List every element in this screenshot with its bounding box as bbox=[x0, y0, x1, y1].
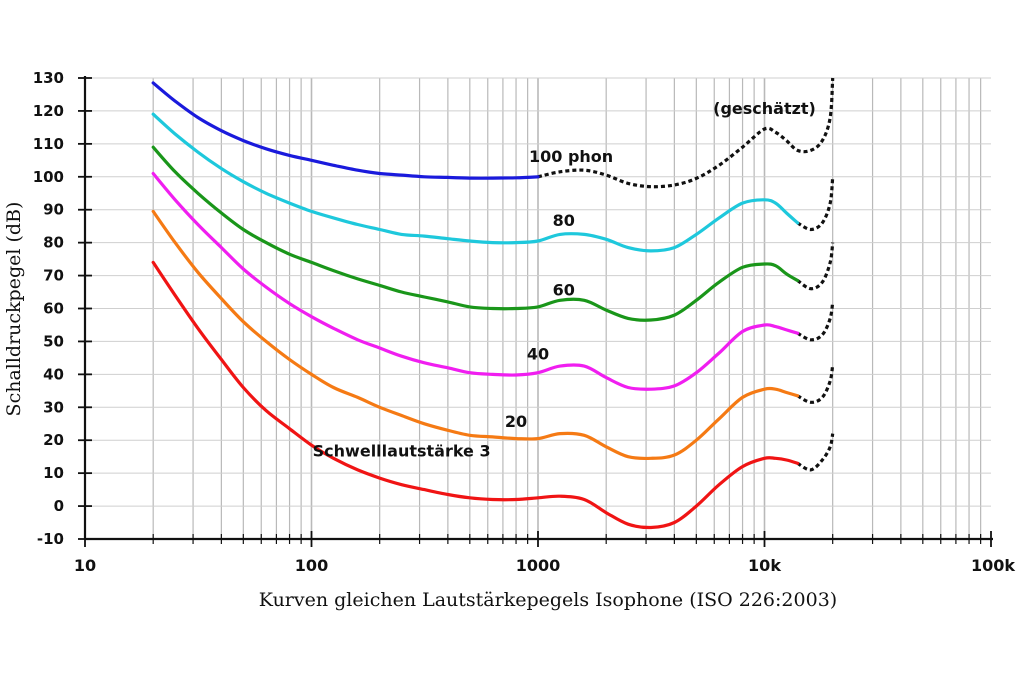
series-estimated-line-4 bbox=[796, 364, 835, 404]
y-tick-label: 10 bbox=[43, 464, 64, 482]
y-tick-label: 100 bbox=[33, 168, 64, 186]
x-tick-label: 100k bbox=[971, 556, 1015, 575]
y-tick-label: 40 bbox=[43, 365, 64, 383]
annotation-label: (geschätzt) bbox=[713, 99, 816, 118]
series-estimated-line-1 bbox=[796, 176, 835, 232]
series-estimated-line-3 bbox=[796, 301, 835, 342]
y-tick-label: 120 bbox=[33, 102, 64, 120]
y-tick-label: 60 bbox=[43, 300, 64, 318]
y-tick-label: 20 bbox=[43, 431, 64, 449]
x-tick-label: 100 bbox=[295, 556, 328, 575]
y-tick-label: 50 bbox=[43, 332, 64, 350]
series-estimated-line-0 bbox=[537, 77, 835, 189]
annotation-label: 20 bbox=[505, 412, 527, 431]
axes bbox=[78, 76, 993, 547]
series-estimated-line-5 bbox=[796, 433, 835, 472]
annotation-label: 100 phon bbox=[529, 147, 613, 166]
x-tick-label: 10k bbox=[748, 556, 781, 575]
x-tick-label: 1000 bbox=[516, 556, 561, 575]
series-line-0 bbox=[151, 81, 540, 180]
y-tick-label: 130 bbox=[33, 69, 64, 87]
y-tick-label: 70 bbox=[43, 267, 64, 285]
annotation-label: Schwelllautstärke 3 bbox=[313, 442, 491, 461]
y-axis-title: Schalldruckpegel (dB) bbox=[3, 202, 25, 417]
annotation-label: 60 bbox=[553, 280, 575, 299]
y-tick-label: 110 bbox=[33, 135, 64, 153]
series-line-1 bbox=[151, 112, 800, 253]
y-tick-label: 80 bbox=[43, 234, 64, 252]
series-line-2 bbox=[151, 145, 800, 322]
series-line-4 bbox=[151, 209, 800, 461]
x-tick-label: 10 bbox=[74, 556, 96, 575]
y-tick-label: -10 bbox=[37, 530, 64, 548]
annotation-label: 80 bbox=[553, 211, 575, 230]
series-line-5 bbox=[151, 260, 800, 530]
series-estimated-line-2 bbox=[796, 242, 835, 291]
series-lines bbox=[151, 77, 835, 530]
x-axis-title: Kurven gleichen Lautstärkepegels Isophon… bbox=[259, 589, 837, 611]
series-line-3 bbox=[151, 171, 800, 391]
annotations: (geschätzt) 100 phon 80 60 40 20 Schwelllautst… bbox=[313, 99, 816, 460]
y-tick-label: 30 bbox=[43, 398, 64, 416]
y-tick-label: 0 bbox=[54, 497, 64, 515]
y-tick-label: 90 bbox=[43, 201, 64, 219]
annotation-label: 40 bbox=[527, 345, 549, 364]
